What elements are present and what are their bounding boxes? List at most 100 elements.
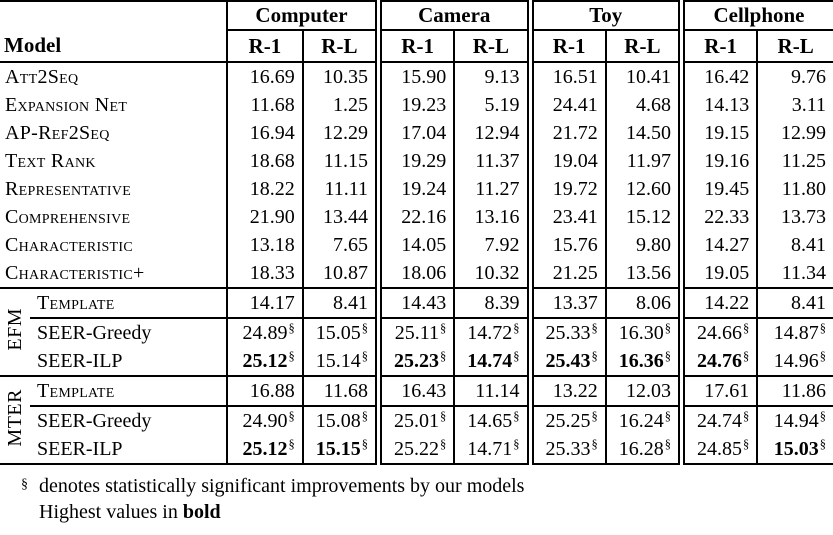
section-label: MTER bbox=[0, 376, 30, 465]
score-cell: 16.94 bbox=[226, 119, 303, 147]
section-sign-icon: § bbox=[743, 436, 750, 451]
group-header-camera: Camera bbox=[375, 1, 530, 31]
table-row: MTER Template 16.88 11.68 16.43 11.14 13.22 12.… bbox=[0, 376, 833, 465]
score-cell: 8.41 bbox=[756, 231, 833, 259]
score-cell: 25.12§ bbox=[226, 347, 303, 377]
section-sign-icon: § bbox=[591, 320, 598, 335]
score-cell: 14.05 bbox=[375, 231, 455, 259]
score-cell: 17.04 bbox=[375, 119, 455, 147]
score-cell: 25.11§ bbox=[375, 318, 455, 347]
metric-header-r1: R-1 bbox=[526, 30, 606, 63]
section-sign-icon: § bbox=[819, 408, 826, 423]
score-cell: 11.37 bbox=[453, 147, 530, 175]
score-cell: 21.25 bbox=[526, 259, 606, 289]
score-cell: 15.90 bbox=[375, 62, 455, 91]
model-name: Characteristic+ bbox=[0, 259, 227, 289]
section-sign-icon: § bbox=[440, 436, 447, 451]
score-cell: 11.68 bbox=[301, 376, 379, 407]
score-cell: 10.32 bbox=[453, 259, 530, 289]
section-sign-icon: § bbox=[591, 436, 598, 451]
score-cell: 11.97 bbox=[604, 147, 682, 175]
group-header-cellphone: Cellphone bbox=[678, 1, 833, 31]
score-cell: 11.27 bbox=[453, 175, 530, 203]
metric-header-rl: R-L bbox=[756, 30, 833, 63]
score-cell: 22.33 bbox=[678, 203, 758, 231]
score-cell: 24.90§ bbox=[226, 406, 303, 435]
score-cell: 13.37 bbox=[526, 288, 606, 319]
score-cell: 12.03 bbox=[604, 376, 682, 407]
score-cell: 14.72§ bbox=[453, 318, 530, 347]
score-cell: 14.27 bbox=[678, 231, 758, 259]
score-cell: 14.74§ bbox=[453, 347, 530, 377]
score-cell: 18.33 bbox=[226, 259, 303, 289]
score-cell: 11.80 bbox=[756, 175, 833, 203]
score-cell: 9.80 bbox=[604, 231, 682, 259]
table-row: SEER-ILP 25.12§ 15.15§ 25.22§ 14.71§ 25.33§ 16… bbox=[0, 435, 833, 465]
score-cell: 25.43§ bbox=[526, 347, 606, 377]
score-cell: 21.90 bbox=[226, 203, 303, 231]
score-cell: 25.33§ bbox=[526, 318, 606, 347]
score-cell: 8.06 bbox=[604, 288, 682, 319]
score-cell: 18.22 bbox=[226, 175, 303, 203]
metric-header-r1: R-1 bbox=[678, 30, 758, 63]
score-cell: 11.14 bbox=[453, 376, 530, 407]
score-cell: 16.51 bbox=[526, 62, 606, 91]
score-cell: 8.41 bbox=[301, 288, 379, 319]
score-cell: 25.12§ bbox=[226, 435, 303, 465]
table-row: Text Rank 18.68 11.15 19.29 11.37 19.04 11.97 1… bbox=[0, 147, 833, 175]
section-sign-icon: § bbox=[440, 408, 447, 423]
section-sign-icon: § bbox=[819, 320, 826, 335]
score-cell: 25.01§ bbox=[375, 406, 455, 435]
section-sign-icon: § bbox=[361, 320, 368, 335]
score-cell: 14.17 bbox=[226, 288, 303, 319]
group-header-row: Model Computer Camera Toy Cellphone bbox=[0, 1, 833, 63]
score-cell: 15.05§ bbox=[301, 318, 379, 347]
section-sign-icon: § bbox=[513, 348, 520, 363]
model-name: Template bbox=[30, 288, 227, 319]
model-name: AP-Ref2Seq bbox=[5, 121, 110, 144]
score-cell: 15.03§ bbox=[756, 435, 833, 465]
model-name: SEER-ILP bbox=[30, 347, 227, 377]
score-cell: 14.96§ bbox=[756, 347, 833, 377]
score-cell: 19.72 bbox=[526, 175, 606, 203]
section-sign-icon: § bbox=[361, 348, 368, 363]
section-sign-icon: § bbox=[440, 320, 447, 335]
score-cell: 16.43 bbox=[375, 376, 455, 407]
score-cell: 13.44 bbox=[301, 203, 379, 231]
score-cell: 11.25 bbox=[756, 147, 833, 175]
score-cell: 11.11 bbox=[301, 175, 379, 203]
section-sign-icon: § bbox=[513, 320, 520, 335]
score-cell: 8.41 bbox=[756, 288, 833, 319]
section-sign-icon: § bbox=[361, 436, 368, 451]
section-sign-icon: § bbox=[664, 436, 671, 451]
footnote-bold-word: bold bbox=[182, 501, 221, 523]
score-cell: 15.08§ bbox=[301, 406, 379, 435]
score-cell: 12.29 bbox=[301, 119, 379, 147]
score-cell: 5.19 bbox=[453, 91, 530, 119]
score-cell: 16.42 bbox=[678, 62, 758, 91]
score-cell: 16.30§ bbox=[604, 318, 682, 347]
footnote-bold: Highest values in bold bbox=[0, 499, 833, 525]
table-row: Comprehensive 21.90 13.44 22.16 13.16 23.41 15… bbox=[0, 203, 833, 231]
section-sign-icon: § bbox=[288, 320, 295, 335]
score-cell: 12.60 bbox=[604, 175, 682, 203]
score-cell: 21.72 bbox=[526, 119, 606, 147]
table-row: SEER-Greedy 24.89§ 15.05§ 25.11§ 14.72§ 25.33… bbox=[0, 318, 833, 347]
score-cell: 13.18 bbox=[226, 231, 303, 259]
section-sign-icon: § bbox=[361, 408, 368, 423]
score-cell: 13.56 bbox=[604, 259, 682, 289]
table-row: Att2Seq 16.69 10.35 15.90 9.13 16.51 10.41 16.4… bbox=[0, 62, 833, 91]
group-header-computer: Computer bbox=[226, 1, 379, 31]
score-cell: 19.23 bbox=[375, 91, 455, 119]
model-column-header: Model bbox=[0, 1, 227, 63]
score-cell: 11.15 bbox=[301, 147, 379, 175]
section-sign-icon: § bbox=[743, 320, 750, 335]
score-cell: 19.04 bbox=[526, 147, 606, 175]
score-cell: 19.15 bbox=[678, 119, 758, 147]
score-cell: 11.86 bbox=[756, 376, 833, 407]
section-sign-icon: § bbox=[591, 408, 598, 423]
score-cell: 25.33§ bbox=[526, 435, 606, 465]
score-cell: 24.89§ bbox=[226, 318, 303, 347]
score-cell: 13.22 bbox=[526, 376, 606, 407]
score-cell: 15.14§ bbox=[301, 347, 379, 377]
